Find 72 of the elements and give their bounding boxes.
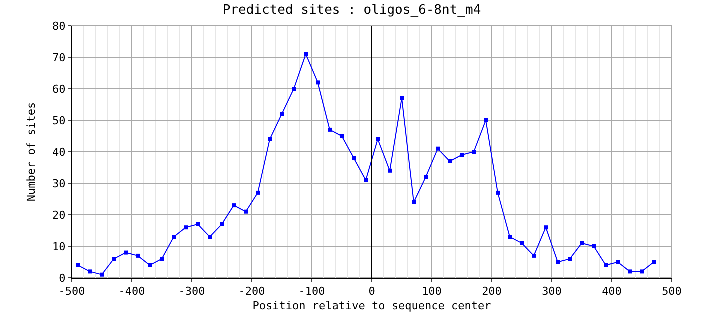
point [520, 241, 524, 246]
point [76, 263, 80, 268]
point [460, 153, 464, 158]
point [340, 134, 344, 138]
point [256, 190, 260, 195]
point [568, 257, 572, 262]
point [652, 260, 656, 264]
x-tick-label: -500 [58, 285, 86, 298]
point [580, 241, 584, 246]
point [496, 190, 500, 195]
point [88, 270, 92, 274]
point [184, 226, 188, 230]
point [244, 210, 248, 214]
point [640, 270, 644, 274]
x-tick-label: -300 [178, 285, 206, 298]
x-tick-label: 0 [368, 285, 376, 298]
y-tick-label: 70 [52, 51, 66, 64]
point [280, 112, 284, 116]
point [484, 118, 488, 122]
x-tick-label: 400 [602, 285, 622, 298]
point [112, 257, 116, 262]
point [604, 263, 608, 268]
y-tick-label: 0 [59, 272, 66, 285]
x-tick-label: 300 [542, 285, 562, 298]
x-tick-label: 100 [422, 285, 442, 298]
y-tick-label: 40 [52, 146, 66, 159]
point [232, 204, 236, 208]
point [196, 222, 200, 226]
y-tick-label: 60 [52, 82, 66, 96]
point [268, 137, 272, 142]
point [100, 272, 104, 277]
point [532, 254, 536, 258]
x-axis-title: Position relative to sequence center [252, 299, 492, 312]
point [556, 260, 560, 264]
point [148, 263, 152, 268]
point [124, 250, 128, 255]
point [292, 87, 296, 91]
point [220, 222, 224, 226]
point [160, 257, 164, 262]
point [136, 254, 140, 258]
point [436, 146, 440, 151]
point [316, 80, 320, 85]
point [304, 52, 308, 56]
y-tick-label: 20 [52, 208, 66, 222]
y-tick-label: 50 [52, 114, 66, 128]
point [472, 150, 476, 154]
x-tick-label: 500 [662, 285, 682, 298]
point [208, 235, 212, 240]
point [628, 270, 632, 274]
point [448, 159, 452, 164]
point [424, 175, 428, 180]
x-tick-label: 200 [482, 285, 502, 298]
point [508, 235, 512, 240]
point [616, 260, 620, 264]
y-tick-label: 30 [52, 177, 66, 190]
chart-title: Predicted sites : oligos_6-8nt_m4 [222, 3, 482, 18]
y-tick-label: 10 [52, 240, 66, 254]
point [388, 168, 392, 173]
y-tick-label: 80 [52, 20, 66, 33]
y-axis-title: Number of sites [25, 102, 38, 202]
point [376, 137, 380, 142]
point [364, 178, 368, 182]
point [412, 200, 416, 204]
x-tick-label: -100 [298, 285, 326, 298]
point [328, 128, 332, 132]
point [544, 226, 548, 230]
point [400, 96, 404, 100]
point [352, 156, 356, 160]
x-tick-label: -400 [118, 285, 146, 298]
x-tick-label: -200 [238, 285, 266, 298]
point [172, 235, 176, 240]
point [592, 244, 596, 248]
